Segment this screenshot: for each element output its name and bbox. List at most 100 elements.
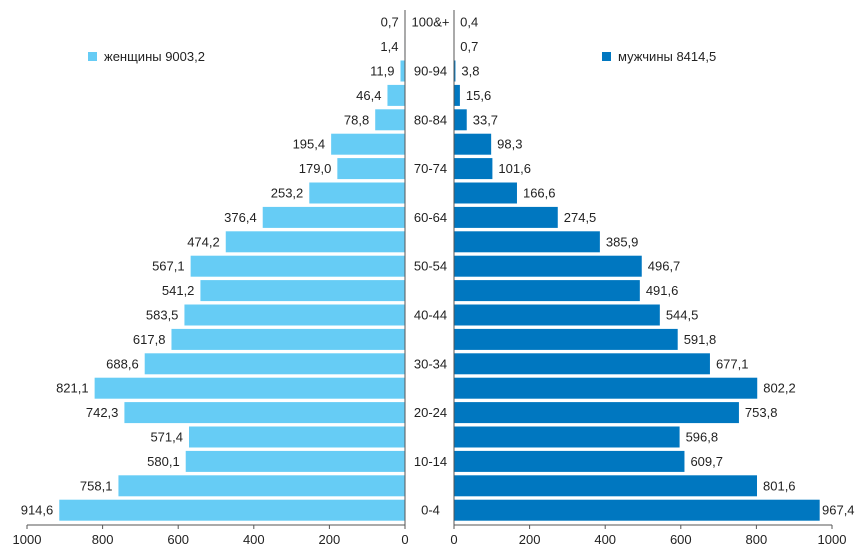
female-bar-10-14	[185, 450, 405, 472]
female-bar-70-74	[337, 158, 405, 180]
female-value-label: 376,4	[224, 210, 257, 225]
legend-male-swatch	[602, 52, 611, 61]
male-bar-60-64	[454, 206, 558, 228]
male-value-label: 0,4	[460, 15, 478, 30]
age-group-label: 60-64	[414, 210, 447, 225]
female-bar-15-19	[189, 426, 405, 448]
right-axis-tick-label: 200	[519, 532, 541, 547]
age-group-label: 30-34	[414, 356, 447, 371]
female-value-label: 688,6	[106, 356, 139, 371]
legend-male-label: мужчины 8414,5	[618, 49, 716, 64]
female-bar-85-89	[387, 84, 405, 106]
female-bar-80-84	[375, 109, 405, 131]
male-value-label: 801,6	[763, 478, 796, 493]
male-bar-55-59	[454, 231, 600, 253]
female-bar-35-39	[171, 328, 405, 350]
male-value-label: 98,3	[497, 137, 522, 152]
female-bar-0-4	[59, 499, 406, 521]
left-axis-tick-label: 600	[167, 532, 189, 547]
male-value-label: 274,5	[564, 210, 597, 225]
male-value-label: 677,1	[716, 356, 749, 371]
female-bar-55-59	[225, 231, 405, 253]
male-value-label: 967,4	[822, 503, 855, 518]
female-value-label: 46,4	[356, 88, 381, 103]
age-group-label: 100&+	[412, 15, 450, 30]
male-value-label: 496,7	[648, 259, 681, 274]
female-value-label: 253,2	[271, 186, 304, 201]
female-bar-5-9	[118, 475, 405, 497]
male-value-label: 544,5	[666, 308, 699, 323]
male-bar-90-94	[454, 60, 456, 82]
female-bar-65-69	[309, 182, 405, 204]
female-value-label: 11,9	[370, 64, 394, 79]
legend-female-swatch	[88, 52, 97, 61]
male-value-label: 166,6	[523, 186, 556, 201]
legend-female-label: женщины 9003,2	[104, 49, 205, 64]
male-bar-50-54	[454, 255, 642, 277]
female-value-label: 617,8	[133, 332, 166, 347]
right-axis-tick-label: 1000	[818, 532, 847, 547]
female-value-label: 914,6	[21, 503, 54, 518]
female-value-label: 0,7	[381, 15, 399, 30]
female-bar-25-29	[94, 377, 405, 399]
male-bars: 967,4 801,6 609,7 596,8 753,8 802,2 677,1 591,8…	[454, 11, 855, 521]
male-value-label: 15,6	[466, 88, 491, 103]
female-value-label: 758,1	[80, 478, 113, 493]
male-value-label: 0,7	[460, 39, 478, 54]
male-bar-10-14	[454, 450, 685, 472]
age-group-label: 70-74	[414, 161, 447, 176]
age-group-label: 50-54	[414, 259, 447, 274]
female-value-label: 580,1	[147, 454, 180, 469]
male-value-label: 101,6	[498, 161, 531, 176]
right-axis-tick-label: 400	[594, 532, 616, 547]
male-bar-20-24	[454, 402, 739, 424]
male-bar-70-74	[454, 158, 493, 180]
male-value-label: 802,2	[763, 381, 796, 396]
female-bar-45-49	[200, 280, 405, 302]
age-group-label: 20-24	[414, 405, 447, 420]
male-bar-0-4	[454, 499, 820, 521]
age-group-label: 90-94	[414, 64, 447, 79]
female-bars: 914,6 758,1 580,1 571,4 742,3 821,1 688,6 617,8…	[21, 11, 406, 521]
male-value-label: 491,6	[646, 283, 679, 298]
left-axis-tick-label: 1000	[13, 532, 42, 547]
female-value-label: 571,4	[150, 430, 183, 445]
female-bar-90-94	[400, 60, 405, 82]
age-group-label: 80-84	[414, 112, 447, 127]
female-bar-75-79	[331, 133, 405, 155]
female-value-label: 821,1	[56, 381, 89, 396]
female-value-label: 179,0	[299, 161, 332, 176]
male-value-label: 753,8	[745, 405, 778, 420]
male-bar-40-44	[454, 304, 660, 326]
female-value-label: 78,8	[344, 112, 369, 127]
right-axis-tick-label: 800	[746, 532, 768, 547]
age-group-label: 40-44	[414, 308, 447, 323]
left-axis-tick-label: 400	[243, 532, 265, 547]
female-bar-30-34	[144, 353, 405, 375]
male-bar-85-89	[454, 84, 460, 106]
female-value-label: 474,2	[187, 234, 220, 249]
male-value-label: 3,8	[461, 64, 479, 79]
male-bar-25-29	[454, 377, 758, 399]
male-value-label: 385,9	[606, 234, 639, 249]
male-value-label: 33,7	[473, 112, 498, 127]
male-bar-15-19	[454, 426, 680, 448]
legend-female: женщины 9003,2	[88, 49, 205, 64]
male-bar-30-34	[454, 353, 710, 375]
female-value-label: 195,4	[293, 137, 326, 152]
male-bar-65-69	[454, 182, 517, 204]
right-axis-tick-label: 600	[670, 532, 692, 547]
female-value-label: 583,5	[146, 308, 179, 323]
left-axis-tick-label: 800	[92, 532, 114, 547]
female-bar-50-54	[190, 255, 405, 277]
legend-male: мужчины 8414,5	[602, 49, 716, 64]
left-axis-tick-label: 0	[401, 532, 408, 547]
female-value-label: 742,3	[86, 405, 119, 420]
right-axis-tick-label: 0	[450, 532, 457, 547]
male-value-label: 609,7	[690, 454, 723, 469]
male-bar-75-79	[454, 133, 492, 155]
female-bar-20-24	[124, 402, 406, 424]
male-bar-80-84	[454, 109, 467, 131]
male-bar-45-49	[454, 280, 640, 302]
